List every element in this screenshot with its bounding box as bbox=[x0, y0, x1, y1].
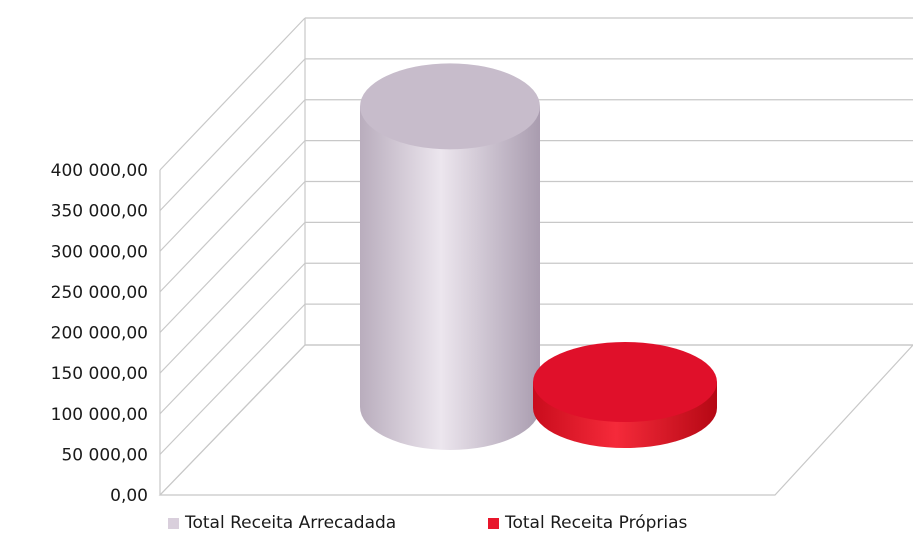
bar-top-1 bbox=[533, 342, 717, 422]
legend-item-total-receita-arrecadada: Total Receita Arrecadada bbox=[168, 513, 396, 533]
gridline-side-6 bbox=[159, 99, 306, 252]
legend-swatch-arrecadada bbox=[168, 517, 179, 529]
y-tick-label-3: 150 000,00 bbox=[51, 364, 148, 384]
bars bbox=[360, 63, 717, 450]
gridline-8 bbox=[159, 17, 913, 171]
legend-swatch-proprias bbox=[488, 517, 499, 529]
gridline-side-5 bbox=[159, 140, 306, 293]
legend-item-total-receita-proprias: Total Receita Próprias bbox=[488, 513, 687, 533]
bar-body-0 bbox=[360, 106, 540, 450]
gridline-side-3 bbox=[159, 221, 306, 374]
y-axis-ticks: 0,00 50 000,00 100 000,00 150 000,00 200 000… bbox=[51, 161, 148, 506]
gridline-side-7 bbox=[159, 58, 306, 212]
gridline-side-0 bbox=[159, 344, 306, 496]
y-tick-label-5: 250 000,00 bbox=[51, 283, 148, 303]
bar-total-receita-proprias bbox=[533, 342, 717, 448]
gridline-side-1 bbox=[159, 303, 306, 455]
y-tick-label-4: 200 000,00 bbox=[51, 324, 148, 344]
y-tick-label-8: 400 000,00 bbox=[51, 161, 148, 181]
gridline-side-4 bbox=[159, 181, 306, 333]
gridline-side-2 bbox=[159, 262, 306, 415]
gridline-side-8 bbox=[159, 17, 306, 171]
y-tick-label-6: 300 000,00 bbox=[51, 242, 148, 262]
y-tick-label-2: 100 000,00 bbox=[51, 405, 148, 425]
y-tick-label-0: 0,00 bbox=[110, 486, 148, 506]
bar-top-0 bbox=[360, 63, 540, 150]
legend-label-arrecadada: Total Receita Arrecadada bbox=[185, 513, 397, 533]
y-tick-label-1: 50 000,00 bbox=[61, 445, 148, 465]
legend-label-proprias: Total Receita Próprias bbox=[505, 513, 688, 533]
legend: Total Receita Arrecadada Total Receita P… bbox=[0, 513, 913, 540]
bar-total-receita-arrecadada bbox=[360, 63, 540, 450]
gridline-7 bbox=[159, 58, 913, 212]
y-tick-label-7: 350 000,00 bbox=[51, 202, 148, 222]
